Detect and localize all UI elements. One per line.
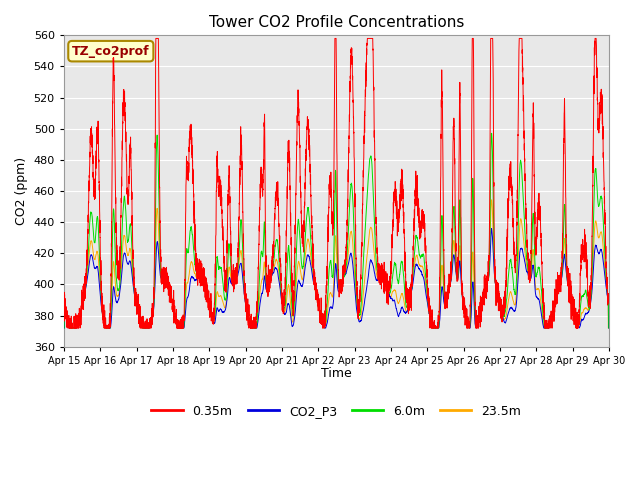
23.5m — [415, 258, 422, 264]
23.5m — [467, 315, 474, 321]
6.0m — [415, 243, 422, 249]
6.0m — [605, 325, 612, 331]
6.0m — [508, 265, 516, 271]
0.35m — [152, 36, 160, 41]
0.35m — [415, 196, 422, 202]
Legend: 0.35m, CO2_P3, 6.0m, 23.5m: 0.35m, CO2_P3, 6.0m, 23.5m — [147, 400, 526, 423]
0.35m — [268, 269, 276, 275]
Title: Tower CO2 Profile Concentrations: Tower CO2 Profile Concentrations — [209, 15, 464, 30]
23.5m — [387, 294, 394, 300]
0.35m — [387, 269, 395, 275]
23.5m — [605, 325, 612, 331]
CO2_P3 — [467, 322, 474, 328]
CO2_P3 — [605, 325, 612, 331]
0.35m — [64, 325, 72, 331]
0.35m — [159, 273, 167, 278]
23.5m — [488, 197, 495, 203]
CO2_P3 — [268, 272, 276, 277]
6.0m — [159, 273, 166, 279]
Line: CO2_P3: CO2_P3 — [64, 228, 609, 328]
23.5m — [268, 271, 276, 277]
CO2_P3 — [387, 296, 394, 301]
0.35m — [508, 199, 516, 204]
6.0m — [268, 270, 276, 276]
6.0m — [387, 287, 394, 293]
Line: 0.35m: 0.35m — [64, 38, 609, 328]
CO2_P3 — [60, 325, 68, 331]
6.0m — [467, 312, 474, 317]
Text: TZ_co2prof: TZ_co2prof — [72, 45, 150, 58]
Line: 23.5m: 23.5m — [64, 200, 609, 328]
CO2_P3 — [508, 305, 516, 311]
6.0m — [60, 325, 68, 331]
23.5m — [159, 275, 166, 281]
CO2_P3 — [159, 274, 166, 280]
Line: 6.0m: 6.0m — [64, 133, 609, 328]
0.35m — [467, 283, 475, 288]
23.5m — [508, 293, 516, 299]
0.35m — [605, 292, 612, 298]
CO2_P3 — [488, 226, 495, 231]
6.0m — [488, 131, 495, 136]
23.5m — [60, 325, 68, 331]
Y-axis label: CO2 (ppm): CO2 (ppm) — [15, 157, 28, 225]
X-axis label: Time: Time — [321, 367, 352, 380]
CO2_P3 — [415, 264, 422, 270]
0.35m — [60, 301, 68, 307]
